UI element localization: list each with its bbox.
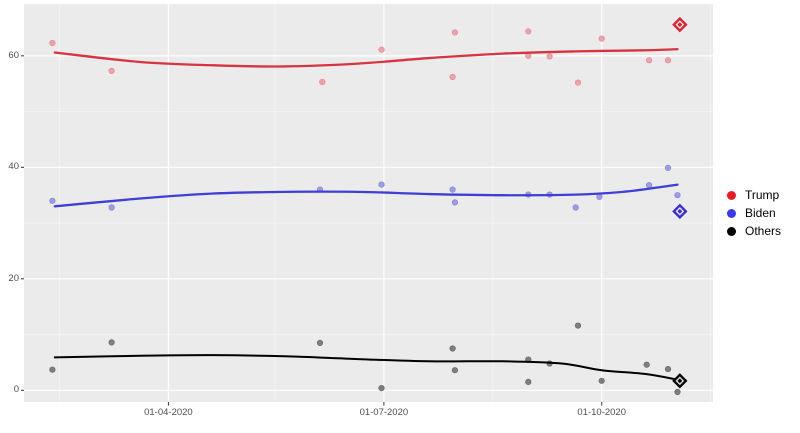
- legend-label: Trump: [745, 188, 780, 202]
- data-point-biden: [645, 182, 653, 189]
- legend-key-dot-icon: [727, 226, 736, 236]
- legend: Trump Biden Others: [727, 186, 781, 240]
- data-point-others: [108, 339, 115, 346]
- y-tick-label: 20: [8, 272, 19, 284]
- series-layer: [49, 16, 688, 396]
- data-point-biden: [674, 192, 681, 199]
- data-point-biden: [451, 199, 458, 206]
- axis-tick-marks: [21, 55, 603, 406]
- data-point-trump: [664, 57, 672, 64]
- data-point-trump: [574, 79, 582, 86]
- final-result-marker-biden: [672, 203, 688, 220]
- data-point-biden: [596, 193, 603, 200]
- data-point-biden: [49, 197, 56, 204]
- final-result-marker-inner-biden: [675, 207, 685, 216]
- data-point-others: [316, 339, 324, 346]
- final-result-marker-others: [672, 373, 688, 389]
- data-point-trump: [525, 28, 532, 35]
- final-result-marker-inner-trump: [675, 20, 685, 29]
- data-point-others: [598, 377, 605, 384]
- x-tick-label: 01-10-2020: [577, 407, 626, 418]
- data-point-trump: [378, 46, 385, 53]
- x-tick-label: 01-07-2020: [359, 407, 409, 418]
- data-point-trump: [525, 52, 532, 59]
- data-point-trump: [645, 57, 653, 64]
- data-point-biden: [108, 204, 115, 211]
- legend-key-dot-icon: [727, 208, 736, 218]
- series-biden: [49, 164, 688, 220]
- data-point-trump: [598, 35, 605, 42]
- data-point-trump: [108, 67, 115, 75]
- data-point-others: [574, 322, 582, 329]
- series-trump: [49, 16, 688, 86]
- major-gridlines: [24, 4, 713, 402]
- data-point-trump: [319, 78, 326, 86]
- data-point-biden: [378, 181, 385, 188]
- minor-gridlines: [24, 4, 713, 402]
- legend-item-trump: Trump: [727, 186, 781, 204]
- x-tick-label: 01-04-2020: [144, 407, 193, 418]
- data-point-trump: [451, 29, 458, 36]
- data-point-others: [451, 367, 458, 374]
- final-result-marker-inner-others: [675, 376, 685, 386]
- data-point-biden: [572, 204, 579, 211]
- y-tick-label: 40: [8, 161, 19, 173]
- legend-key-dot-icon: [727, 190, 736, 200]
- data-point-trump: [546, 53, 553, 60]
- data-point-others: [525, 378, 532, 385]
- plot-panel: [24, 4, 713, 402]
- data-point-trump: [449, 73, 456, 81]
- data-point-biden: [449, 186, 456, 193]
- data-point-trump: [49, 39, 56, 47]
- data-point-others: [378, 384, 385, 392]
- trend-line-others: [53, 354, 679, 381]
- legend-item-others: Others: [727, 222, 781, 240]
- data-point-others: [449, 345, 456, 352]
- y-tick-label: 60: [8, 49, 19, 61]
- trend-line-trump: [53, 48, 679, 68]
- data-point-others: [664, 365, 672, 373]
- data-point-others: [643, 361, 650, 368]
- data-point-others: [49, 366, 56, 373]
- final-result-marker-trump: [672, 16, 688, 33]
- series-others: [49, 322, 688, 396]
- data-point-others: [674, 388, 681, 396]
- data-point-biden: [664, 164, 672, 171]
- legend-item-biden: Biden: [727, 204, 781, 222]
- legend-label: Others: [745, 224, 782, 238]
- legend-label: Biden: [745, 206, 776, 220]
- trend-line-biden: [53, 183, 679, 208]
- y-tick-label: 0: [13, 384, 19, 396]
